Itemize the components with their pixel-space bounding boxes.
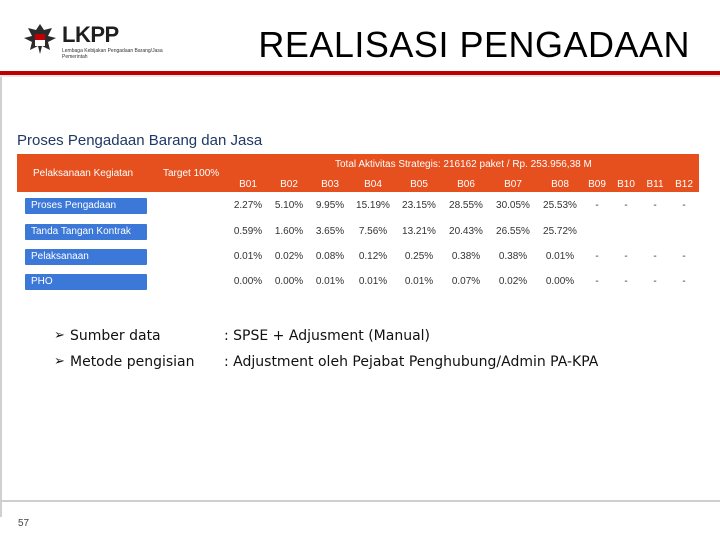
column-header: B09 — [588, 179, 606, 190]
lkpp-logo: LKPP Lembaga Kebijakan Pengadaan Barang/… — [22, 20, 163, 64]
table-cell: - — [595, 200, 599, 211]
column-header: B11 — [646, 179, 664, 190]
column-header: B06 — [457, 179, 475, 190]
table-cell: 0.00% — [233, 276, 263, 287]
table-cell: - — [624, 276, 628, 287]
row-label-proses-pengadaan: Proses Pengadaan — [25, 198, 147, 214]
table-cell: - — [624, 200, 628, 211]
header-accent-bar — [0, 71, 720, 75]
table-cell: 0.08% — [315, 251, 345, 262]
column-header: B05 — [410, 179, 428, 190]
table-cell: 0.00% — [274, 276, 304, 287]
row-label-pho: PHO — [25, 274, 147, 290]
page-number: 57 — [18, 518, 30, 529]
table-cell: - — [595, 251, 599, 262]
bullet-key: Metode pengisian — [70, 354, 195, 370]
table-cell: 0.01% — [315, 276, 345, 287]
header-kegiatan: Pelaksanaan Kegiatan — [33, 168, 134, 179]
left-border — [0, 77, 2, 517]
table-cell: 0.38% — [498, 251, 528, 262]
table-cell: 0.38% — [451, 251, 481, 262]
column-header: B02 — [280, 179, 298, 190]
table-cell: 25.72% — [543, 226, 577, 237]
table-cell: 7.56% — [358, 226, 388, 237]
table-cell: - — [653, 200, 657, 211]
table-cell: 26.55% — [496, 226, 530, 237]
page-title: REALISASI PENGADAAN — [258, 24, 690, 65]
column-header: B03 — [321, 179, 339, 190]
table-cell: - — [682, 200, 686, 211]
bullet-value: : SPSE + Adjusment (Manual) — [224, 328, 430, 344]
header-shadow-bar — [0, 75, 720, 77]
table-cell: 0.25% — [404, 251, 434, 262]
table-cell: 0.02% — [274, 251, 304, 262]
table-cell: 2.27% — [233, 200, 263, 211]
table-cell: 25.53% — [543, 200, 577, 211]
table-cell: 1.60% — [274, 226, 304, 237]
column-header: B10 — [617, 179, 635, 190]
table-cell: 0.07% — [451, 276, 481, 287]
garuda-emblem-icon — [24, 24, 56, 54]
row-label-pelaksanaan: Pelaksanaan — [25, 249, 147, 265]
table-cell: 0.01% — [233, 251, 263, 262]
column-header: B08 — [551, 179, 569, 190]
row-label-tanda-tangan-kontrak: Tanda Tangan Kontrak — [25, 224, 147, 240]
column-header: B04 — [364, 179, 382, 190]
table-cell: 5.10% — [274, 200, 304, 211]
table-cell: 13.21% — [402, 226, 436, 237]
logo-subtitle: Lembaga Kebijakan Pengadaan Barang/Jasa … — [62, 48, 163, 60]
section-title: Proses Pengadaan Barang dan Jasa — [17, 132, 263, 149]
table-cell: 0.01% — [358, 276, 388, 287]
table-cell: - — [595, 276, 599, 287]
table-cell: 23.15% — [402, 200, 436, 211]
bullet-value: : Adjustment oleh Pejabat Penghubung/Adm… — [224, 354, 599, 370]
column-header: B01 — [239, 179, 257, 190]
table-cell: - — [653, 276, 657, 287]
arrow-bullet-icon: ➢ — [54, 328, 65, 343]
table-cell: 0.02% — [498, 276, 528, 287]
header-target: Target 100% — [163, 168, 220, 179]
table-cell: 9.95% — [315, 200, 345, 211]
header-total: Total Aktivitas Strategis: 216162 paket … — [335, 159, 592, 170]
table-cell: 0.01% — [404, 276, 434, 287]
table-cell: 0.59% — [233, 226, 263, 237]
table-header: Pelaksanaan Kegiatan Target 100% Total A… — [17, 154, 699, 192]
table-cell: 28.55% — [449, 200, 483, 211]
logo-text: LKPP — [62, 22, 119, 47]
arrow-bullet-icon: ➢ — [54, 354, 65, 369]
table-cell: - — [682, 251, 686, 262]
footer-rule — [0, 500, 720, 502]
table-cell: 0.01% — [545, 251, 575, 262]
column-header: B12 — [675, 179, 693, 190]
table-cell: 3.65% — [315, 226, 345, 237]
column-header: B07 — [504, 179, 522, 190]
table-cell: 0.00% — [545, 276, 575, 287]
table-cell: 15.19% — [356, 200, 390, 211]
table-cell: - — [624, 251, 628, 262]
table-cell: 0.12% — [358, 251, 388, 262]
bullet-key: Sumber data — [70, 328, 161, 344]
table-cell: 20.43% — [449, 226, 483, 237]
table-cell: - — [682, 276, 686, 287]
table-cell: - — [653, 251, 657, 262]
table-cell: 30.05% — [496, 200, 530, 211]
